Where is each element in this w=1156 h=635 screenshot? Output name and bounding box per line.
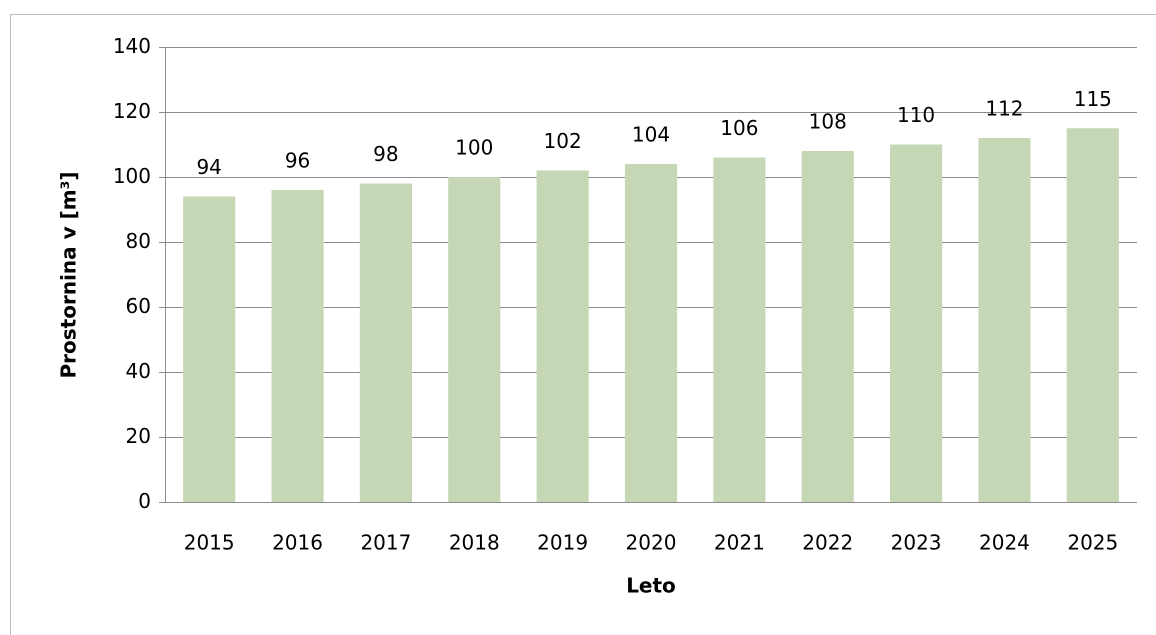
- y-tick-label: 0: [138, 489, 151, 513]
- bar: [536, 170, 589, 502]
- data-label: 108: [809, 110, 847, 134]
- bar: [1066, 128, 1119, 502]
- x-tick-label: 2025: [1067, 531, 1118, 555]
- bar: [271, 190, 324, 502]
- bar: [448, 177, 501, 502]
- bar: [359, 183, 412, 502]
- x-tick-label: 2016: [272, 531, 323, 555]
- data-label: 115: [1074, 87, 1112, 111]
- y-tick-label: 120: [113, 99, 151, 123]
- data-label: 106: [720, 116, 758, 140]
- x-tick-label: 2020: [626, 531, 677, 555]
- data-label: 112: [985, 97, 1023, 121]
- x-tick-label: 2017: [360, 531, 411, 555]
- y-tick-label: 60: [126, 294, 151, 318]
- bar: [713, 157, 766, 502]
- bar: [978, 138, 1031, 502]
- y-tick-label: 40: [126, 359, 151, 383]
- x-tick-label: 2022: [802, 531, 853, 555]
- x-tick-label: 2023: [891, 531, 942, 555]
- y-tick-label: 20: [126, 424, 151, 448]
- data-label: 102: [544, 129, 582, 153]
- y-tick-label: 100: [113, 164, 151, 188]
- data-label: 100: [455, 136, 493, 160]
- x-tick-label: 2015: [184, 531, 235, 555]
- bar: [624, 164, 678, 502]
- x-axis-label: Leto: [626, 574, 676, 598]
- y-tick-label: 80: [126, 229, 151, 253]
- y-axis-label: Prostornina v [m³]: [57, 171, 81, 378]
- y-tick-label: 140: [113, 34, 151, 58]
- x-tick-label: 2019: [537, 531, 588, 555]
- data-label: 104: [632, 123, 670, 147]
- chart-border: [10, 14, 1156, 635]
- bar: [801, 151, 854, 502]
- x-tick-label: 2018: [449, 531, 500, 555]
- data-label: 96: [285, 149, 310, 173]
- data-label: 98: [373, 142, 398, 166]
- bar: [183, 196, 236, 502]
- x-tick-label: 2024: [979, 531, 1030, 555]
- x-tick-label: 2021: [714, 531, 765, 555]
- data-label: 110: [897, 103, 935, 127]
- data-label: 94: [196, 155, 221, 179]
- bar: [890, 144, 943, 502]
